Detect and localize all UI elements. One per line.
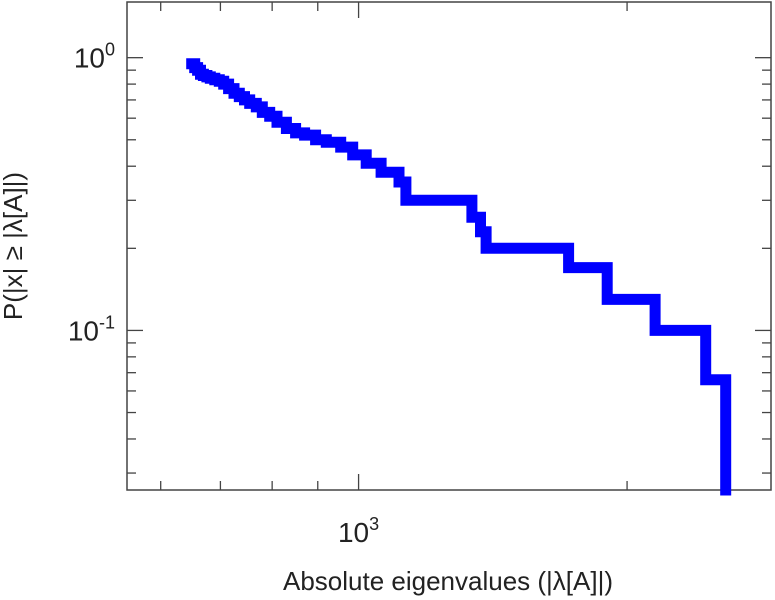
y-tick-label: 10-1 (68, 312, 115, 346)
plot-area (126, 1, 772, 491)
tick-labels: 100 10-1 103 (68, 40, 379, 548)
data-layer (186, 58, 732, 496)
x-tick-label: 103 (338, 514, 379, 548)
plot-frame (126, 1, 772, 491)
y-tick-label: 100 (74, 40, 115, 74)
series-step-line (186, 58, 732, 496)
x-axis-label: Absolute eigenvalues (|λ[A]|) (283, 566, 613, 596)
y-axis-label: P(|x| ≥ |λ[A]|) (0, 172, 28, 320)
minor-ticks (127, 2, 771, 490)
